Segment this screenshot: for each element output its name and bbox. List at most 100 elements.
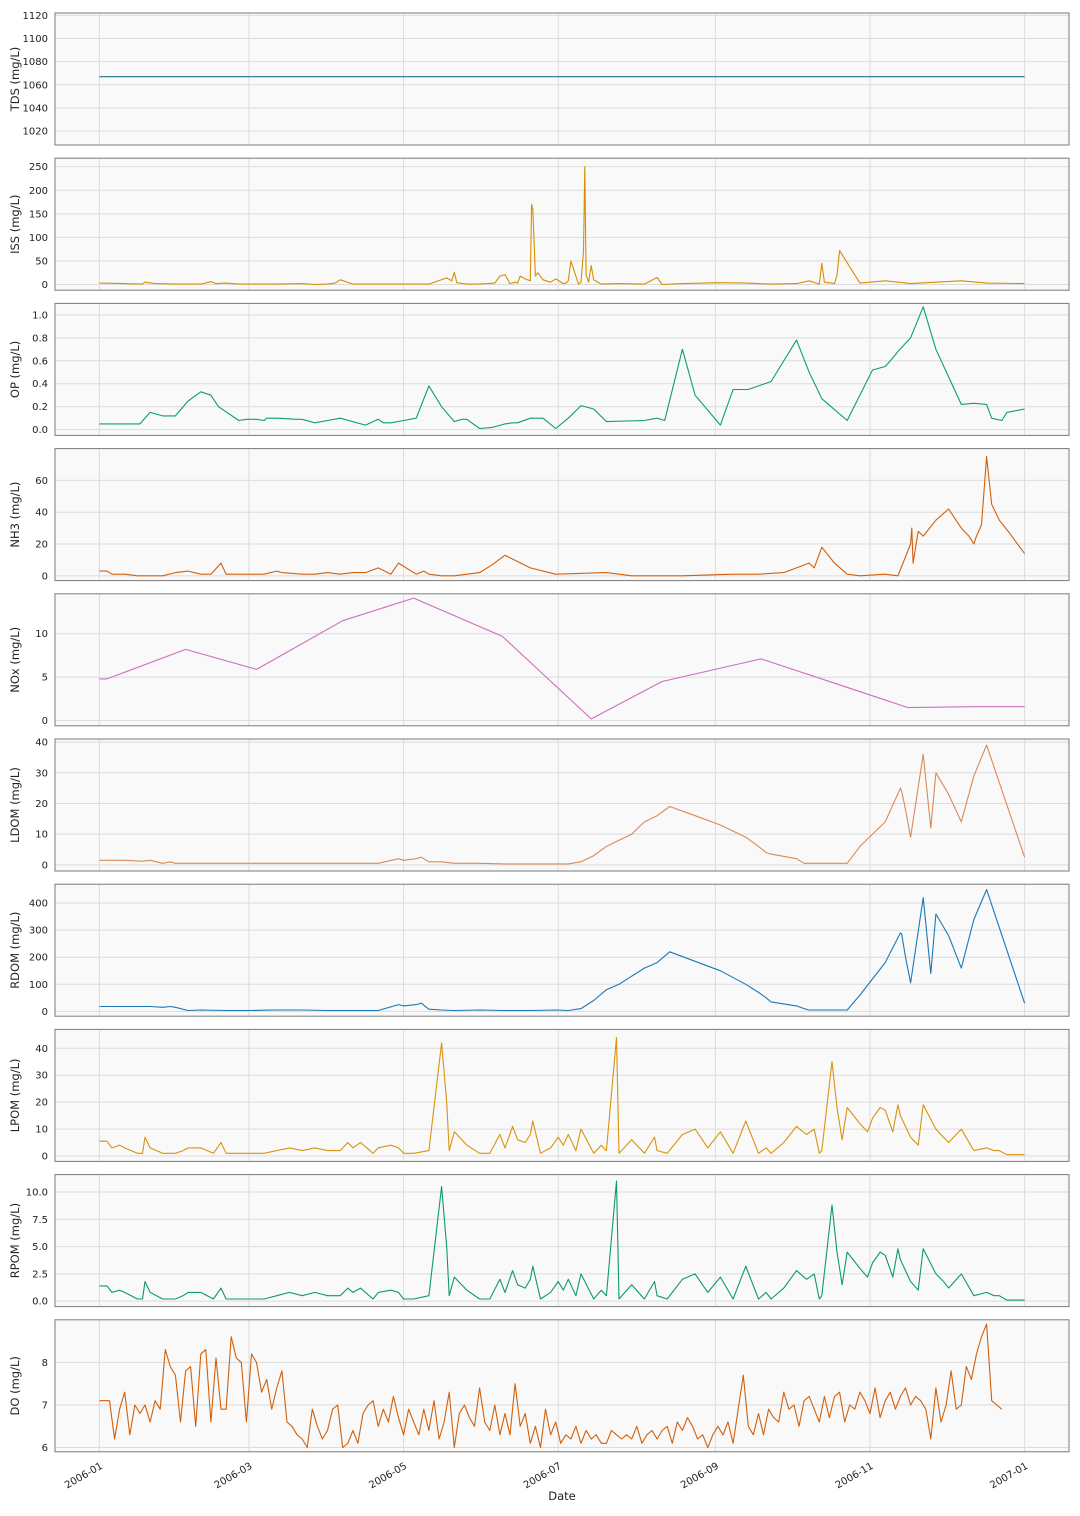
y-tick-label: 200 [29, 953, 48, 964]
panel-frame [54, 593, 1070, 727]
y-axis-label: ISS (mg/L) [8, 194, 22, 253]
y-tick-label: 50 [35, 256, 48, 267]
panel-background [55, 593, 1069, 726]
panel-2: 0.0 0.2 0.4 0.6 0.8 1.0 OP (mg/L) [8, 302, 1070, 436]
panel-7: 0 10 20 30 40 LPOM (mg/L) [8, 1028, 1070, 1163]
y-axis-label: LDOM (mg/L) [8, 767, 22, 843]
series-line [99, 1036, 1025, 1156]
panel-frame [54, 738, 1070, 872]
x-tick-label: 2006-03 [213, 1461, 255, 1491]
series-line [99, 306, 1025, 430]
x-tick-label: 2006-01 [63, 1461, 105, 1491]
x-tick-label: 2006-11 [834, 1461, 876, 1491]
y-tick-label: 100 [29, 980, 48, 991]
y-axis-label: RPOM (mg/L) [8, 1203, 22, 1278]
y-tick-label: 30 [35, 1071, 48, 1082]
series-line [99, 597, 1025, 720]
y-tick-label: 40 [35, 1044, 48, 1055]
y-tick-label: 0 [42, 280, 48, 291]
y-tick-label: 0 [42, 1152, 48, 1163]
y-tick-label: 0 [42, 860, 48, 871]
y-tick-label: 10 [35, 629, 48, 640]
x-axis-label: Date [548, 1489, 576, 1503]
series-line [99, 744, 1026, 865]
x-tick-label: 2007-01 [988, 1461, 1030, 1491]
y-tick-label: 150 [29, 209, 48, 220]
series-line [99, 1180, 1025, 1301]
series-line [99, 889, 1026, 1012]
panel-frame [54, 1319, 1070, 1453]
y-tick-label: 10 [35, 1125, 48, 1136]
y-tick-label: 5 [42, 673, 48, 684]
y-tick-label: 0.4 [32, 379, 48, 390]
y-tick-label: 7 [42, 1400, 48, 1411]
x-tick-label: 2006-07 [522, 1461, 564, 1491]
y-tick-label: 300 [29, 926, 48, 937]
y-tick-label: 400 [29, 899, 48, 910]
panel-frame [54, 883, 1070, 1017]
y-tick-label: 7.5 [32, 1215, 48, 1226]
panel-3: 0 20 40 60 NH3 (mg/L) [8, 448, 1070, 582]
panel-frame [54, 448, 1070, 582]
y-tick-label: 40 [35, 738, 48, 749]
y-tick-label: 0.0 [32, 1297, 48, 1308]
y-tick-label: 200 [29, 186, 48, 197]
panel-frame [54, 302, 1070, 436]
panel-background [55, 448, 1069, 581]
panel-9: 6 7 8 DO (mg/L) [8, 1319, 1070, 1454]
y-tick-label: 100 [29, 233, 48, 244]
panel-background [55, 1174, 1069, 1307]
panel-0: 1020 1040 1060 1080 1100 1120 TDS (mg/L) [8, 11, 1070, 146]
y-axis-label: NOx (mg/L) [8, 627, 22, 693]
y-tick-label: 250 [29, 162, 48, 173]
y-tick-label: 1020 [23, 127, 48, 138]
y-tick-label: 1120 [23, 11, 48, 22]
panel-background [55, 1029, 1069, 1162]
y-tick-label: 0.2 [32, 402, 48, 413]
panel-4: 0 5 10 NOx (mg/L) [8, 593, 1070, 727]
panel-frame [54, 1028, 1070, 1162]
y-tick-label: 20 [35, 540, 48, 551]
panel-8: 0.0 2.5 5.0 7.5 10.0 RPOM (mg/L) [8, 1174, 1070, 1308]
y-tick-label: 1100 [23, 34, 48, 45]
y-tick-label: 1060 [23, 80, 48, 91]
y-tick-label: 8 [42, 1358, 48, 1369]
y-tick-label: 40 [35, 508, 48, 519]
y-tick-label: 10 [35, 830, 48, 841]
y-tick-label: 0.6 [32, 356, 48, 367]
panel-frame [54, 157, 1070, 291]
x-tick-label: 2006-05 [367, 1461, 409, 1491]
y-tick-label: 1.0 [32, 310, 48, 321]
y-tick-label: 1040 [23, 103, 48, 114]
y-axis-label: RDOM (mg/L) [8, 912, 22, 989]
series-line [99, 166, 1025, 286]
panel-background [55, 1319, 1069, 1452]
y-axis-label: LPOM (mg/L) [8, 1059, 22, 1133]
y-axis-label: TDS (mg/L) [8, 47, 22, 113]
panel-background [55, 13, 1069, 145]
y-tick-label: 0.8 [32, 333, 48, 344]
y-tick-label: 0 [42, 716, 48, 727]
panel-1: 0 50 100 150 200 250 ISS (mg/L) [8, 157, 1070, 291]
series-line [99, 456, 1026, 577]
panel-frame [54, 1174, 1070, 1308]
y-axis-label: OP (mg/L) [8, 341, 22, 398]
panel-background [55, 739, 1069, 871]
y-tick-label: 30 [35, 768, 48, 779]
panel-background [55, 303, 1069, 436]
panel-background [55, 158, 1069, 291]
y-tick-label: 6 [42, 1443, 48, 1454]
y-tick-label: 20 [35, 799, 48, 810]
y-tick-label: 60 [35, 476, 48, 487]
panel-frame [54, 12, 1070, 146]
panel-5: 0 10 20 30 40 LDOM (mg/L) [8, 738, 1070, 872]
y-axis-label: DO (mg/L) [8, 1356, 22, 1415]
y-tick-label: 0 [42, 571, 48, 582]
panel-background [55, 884, 1069, 1017]
y-tick-label: 10.0 [26, 1188, 48, 1199]
x-tick-label: 2006-09 [679, 1461, 721, 1491]
y-tick-label: 0 [42, 1007, 48, 1018]
panel-6: 0 100 200 300 400 RDOM (mg/L) [8, 883, 1070, 1018]
